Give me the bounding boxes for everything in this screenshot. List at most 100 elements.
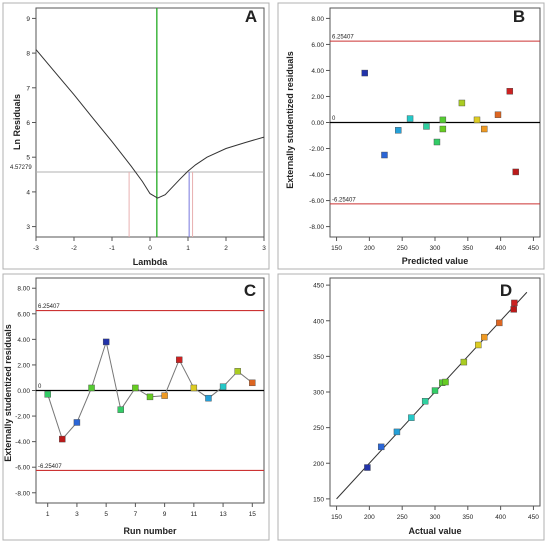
panel-b-point-0 [361, 69, 368, 77]
panel-a-plot-area [35, 7, 265, 238]
panel-a-ytick-label-4: 7 [26, 85, 30, 92]
panel-d-point-1 [377, 443, 385, 451]
panel-b-xtick-label-5: 400 [495, 245, 506, 252]
panel-c-ytick-label-3: -2.00 [15, 414, 30, 421]
panel-d-xtick-label-5: 400 [495, 514, 506, 521]
panel-b-frame [277, 2, 545, 270]
panel-b-point-12 [506, 88, 514, 95]
panel-c-xtick-label-7: 15 [249, 511, 257, 518]
panel-c-point-2 [73, 419, 81, 426]
panel-d-point-4 [421, 398, 429, 405]
panel-b-ytick-label-2: -4.00 [309, 172, 324, 179]
panel-b: B Predicted value Externally studentized… [277, 2, 545, 270]
panel-c-hline-label-2: -6.25407 [38, 464, 62, 470]
panel-c-point-10 [190, 384, 198, 392]
panel-b-point-7 [439, 125, 447, 133]
panel-a-xtick-label-6: 3 [262, 245, 266, 252]
panel-b-point-9 [473, 116, 481, 124]
panel-b-letter: B [513, 7, 525, 26]
panel-c-xlabel: Run number [124, 526, 177, 536]
panel-d-ytick-label-1: 200 [313, 461, 324, 468]
panel-b-ylabel: Externally studentized residuals [285, 51, 295, 189]
panel-c-hline-label-1: 0 [38, 384, 42, 390]
panel-c-hline-label-0: 6.25407 [38, 304, 60, 310]
panel-a-xtick-label-0: -3 [33, 245, 39, 252]
panel-a-ytick-label-0: 3 [26, 224, 30, 231]
panel-c-xtick-label-2: 5 [104, 511, 108, 518]
panel-b-point-13 [512, 168, 519, 176]
panel-b-ytick-label-3: -2.00 [309, 146, 324, 153]
panel-d-ytick-label-5: 400 [313, 318, 324, 325]
panel-b-ytick-label-7: 6.00 [311, 42, 324, 49]
panel-c-point-3 [88, 384, 95, 392]
panel-c-xtick-label-4: 9 [163, 511, 167, 518]
panel-c-ytick-label-1: -6.00 [15, 465, 30, 472]
panel-c-ytick-label-8: 8.00 [17, 286, 30, 293]
panel-d-xtick-label-6: 450 [528, 514, 539, 521]
panel-b-ytick-label-0: -8.00 [309, 224, 324, 231]
panel-c-xtick-label-3: 7 [134, 511, 138, 518]
panel-b-xlabel: Predicted value [402, 256, 469, 266]
panel-c-point-7 [146, 393, 154, 401]
panel-c-point-6 [132, 384, 139, 392]
panel-d-xtick-label-4: 350 [462, 514, 473, 521]
panel-a-ytick-label-1: 4 [26, 189, 30, 196]
panel-a-xtick-label-2: -1 [109, 245, 115, 252]
panel-a: A Lambda Ln Residuals -3 -2 -1 0 1 2 3 3 4 5 6 7 8 9 4… [2, 2, 270, 270]
panel-b-xtick-label-4: 350 [462, 245, 473, 252]
panel-b-point-3 [406, 115, 414, 122]
panel-c-ytick-label-4: 0.00 [17, 388, 30, 395]
panel-d-point-12 [510, 306, 517, 313]
panel-d-point-2 [393, 428, 401, 436]
panel-d-ytick-label-2: 250 [313, 425, 324, 432]
panel-c-ytick-label-0: -8.00 [15, 490, 30, 497]
panel-a-xlabel: Lambda [133, 257, 169, 267]
panel-a-letter: A [245, 7, 257, 26]
panel-a-ytick-label-3: 6 [26, 120, 30, 127]
panel-d-xtick-label-2: 250 [397, 514, 408, 521]
panel-d-letter: D [500, 281, 512, 300]
panel-a-marks: -3 -2 -1 0 1 2 3 3 4 5 6 7 8 9 4.57279 [10, 8, 266, 252]
panel-b-xtick-label-1: 200 [364, 245, 375, 252]
panel-a-ytick-label-5: 8 [26, 51, 30, 58]
panel-d-xlabel: Actual value [408, 526, 461, 536]
panel-c-xtick-label-1: 3 [75, 511, 79, 518]
panel-b-ytick-label-8: 8.00 [311, 16, 324, 23]
panel-c-point-14 [249, 379, 256, 387]
panel-a-ytick-label-6: 9 [26, 16, 30, 23]
panel-d-xtick-label-0: 150 [331, 514, 342, 521]
panel-d-ytick-label-4: 350 [313, 354, 324, 361]
panel-d-point-5 [431, 387, 439, 394]
panel-d-point-3 [408, 414, 415, 421]
panel-c-ytick-label-2: -4.00 [15, 439, 30, 446]
panel-c-xtick-label-5: 11 [190, 511, 197, 518]
panel-d: D Actual value 150 200 250 300 350 400 450 150 2… [277, 273, 545, 541]
panel-d-point-0 [364, 464, 371, 471]
panel-d-frame [277, 273, 545, 541]
panel-a-ylabel: Ln Residuals [12, 94, 22, 150]
panel-a-ref-label: 4.57279 [10, 165, 32, 171]
panel-b-ytick-label-5: 2.00 [311, 94, 324, 101]
panel-c-xtick-label-6: 13 [219, 511, 227, 518]
panel-b-xtick-label-2: 250 [397, 245, 408, 252]
panel-b-hline-label-0: 6.25407 [332, 35, 354, 41]
panel-d-ytick-label-0: 150 [313, 496, 324, 503]
panel-a-xtick-label-3: 0 [148, 245, 152, 252]
panel-a-ytick-label-2: 5 [26, 155, 30, 162]
panel-d-point-9 [475, 341, 482, 349]
panel-b-ytick-label-6: 4.00 [311, 68, 324, 75]
panel-d-point-10 [481, 333, 488, 341]
panel-c-point-9 [176, 356, 183, 364]
panel-d-ytick-label-3: 300 [313, 390, 324, 397]
panel-b-xtick-label-0: 150 [331, 245, 342, 252]
panel-c-ytick-label-7: 6.00 [17, 311, 30, 318]
panel-c-point-12 [219, 383, 227, 390]
panel-a-xtick-label-5: 2 [224, 245, 228, 252]
panel-c-point-4 [102, 338, 110, 346]
panel-c-ytick-label-5: 2.00 [17, 362, 30, 369]
panel-d-xtick-label-1: 200 [364, 514, 375, 521]
panel-b-hline-label-2: -6.25407 [332, 197, 356, 203]
panel-a-frame [2, 2, 270, 270]
panel-b-marks: 150 200 250 300 350 400 450 -8.00 -6.00 -4.00 -2.0… [309, 16, 540, 252]
